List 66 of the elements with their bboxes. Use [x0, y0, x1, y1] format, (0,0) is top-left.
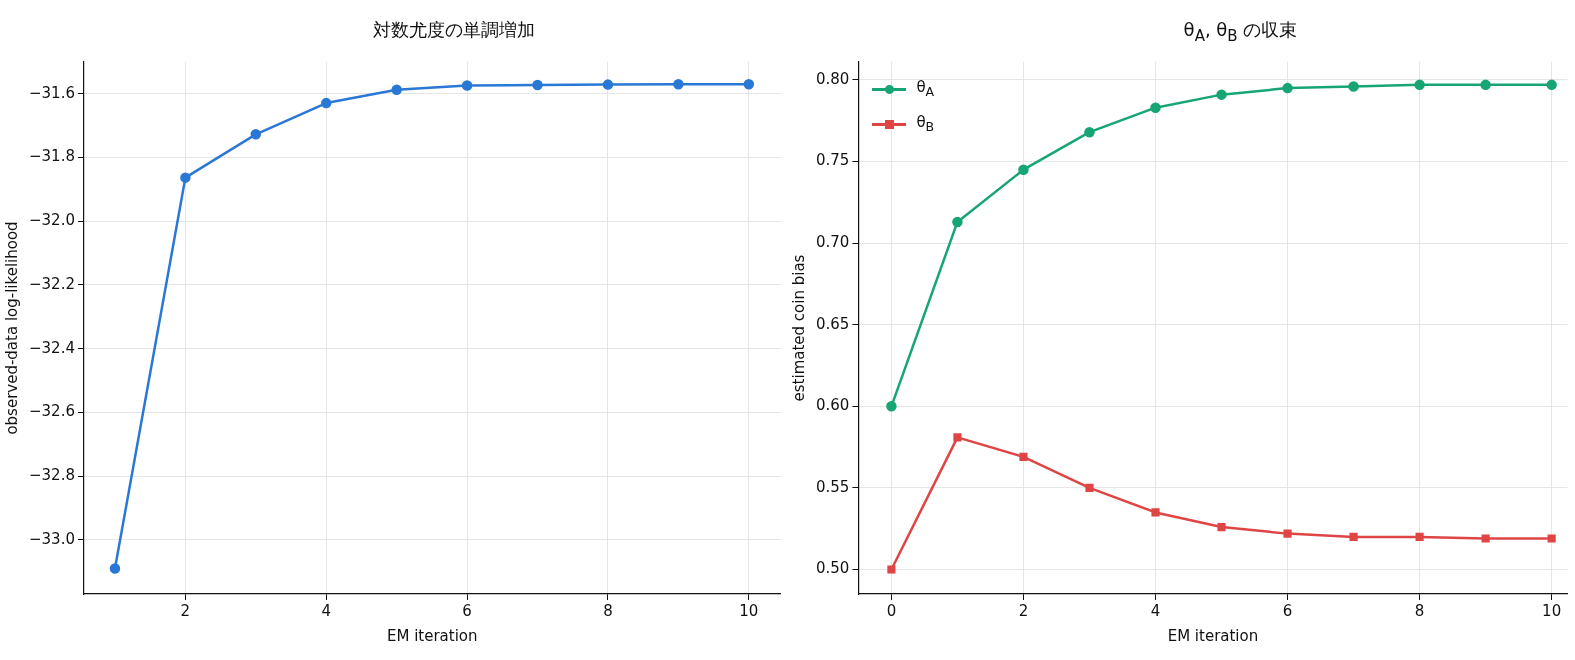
point: [461, 80, 473, 91]
y-tick-label: −33.0: [29, 529, 75, 548]
point: [1151, 508, 1160, 517]
legend-label: θ$_{A}$: [916, 77, 935, 101]
point: [1547, 534, 1556, 543]
y-tick-label: 0.70: [815, 233, 850, 252]
point: [1415, 532, 1424, 541]
x-tick-label: 4: [1150, 601, 1161, 620]
point: [1018, 164, 1029, 175]
legend-label: θ$_{B}$: [916, 112, 935, 136]
x-tick-label: 2: [1018, 601, 1029, 620]
y-tick-label: −32.0: [29, 211, 75, 230]
point: [953, 433, 962, 442]
y-tick-label: −31.8: [29, 147, 75, 166]
y-axis-title: estimated coin bias: [789, 254, 808, 402]
point: [1217, 523, 1226, 532]
chart-title: 対数尤度の単調増加: [371, 18, 536, 42]
point: [673, 79, 684, 90]
point: [1283, 529, 1292, 538]
x-tick-label: 10: [1542, 601, 1562, 620]
point: [320, 97, 332, 109]
y-tick-label: −32.6: [29, 402, 75, 421]
y-tick-label: 0.80: [815, 69, 850, 88]
x-axis-title: EM iteration: [386, 626, 478, 645]
y-tick-label: 0.50: [815, 559, 850, 578]
x-tick-label: 8: [1414, 601, 1425, 620]
point: [1546, 79, 1557, 91]
point: [391, 84, 402, 95]
point: [1085, 483, 1094, 493]
x-tick-label: 8: [603, 601, 613, 620]
point: [532, 79, 543, 91]
point: [1150, 102, 1161, 113]
point: [180, 172, 191, 183]
point: [952, 216, 963, 228]
chart-title: θ$_{A}$, θ$_{B}$ の収束: [1182, 18, 1299, 45]
point: [1019, 452, 1028, 461]
y-tick-label: 0.65: [815, 314, 850, 333]
point: [1414, 79, 1425, 91]
y-tick-label: −32.4: [29, 338, 75, 357]
point: [1349, 532, 1358, 541]
point: [1216, 89, 1227, 100]
y-axis-title: observed-data log-likelihood: [2, 221, 21, 435]
point: [1481, 534, 1490, 543]
y-tick-label: −32.2: [29, 274, 75, 293]
y-tick-label: −32.8: [29, 466, 75, 485]
point: [250, 129, 262, 140]
point: [1348, 81, 1359, 92]
point: [109, 563, 121, 574]
point: [887, 565, 896, 574]
point: [1084, 126, 1095, 138]
point: [1282, 82, 1293, 94]
x-axis-title: EM iteration: [1167, 626, 1259, 645]
x-tick-label: 0: [886, 601, 897, 620]
x-tick-label: 6: [462, 601, 472, 620]
point: [1480, 79, 1491, 91]
y-tick-label: 0.55: [815, 477, 850, 496]
x-tick-label: 4: [321, 601, 332, 620]
x-tick-label: 10: [739, 601, 759, 620]
y-tick-label: 0.75: [815, 151, 850, 170]
x-tick-label: 2: [180, 601, 191, 620]
point: [743, 79, 755, 90]
y-tick-label: 0.60: [815, 396, 850, 415]
point: [602, 79, 614, 90]
point: [886, 401, 897, 412]
x-tick-label: 6: [1282, 601, 1293, 620]
y-tick-label: −31.6: [29, 83, 75, 102]
